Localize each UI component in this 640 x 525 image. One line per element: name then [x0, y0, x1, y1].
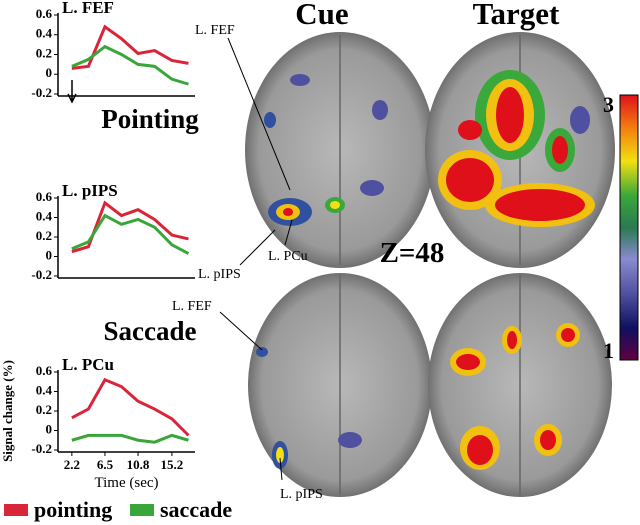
y-tick-label: 0.6 [36, 189, 53, 204]
series-line [71, 377, 190, 437]
x-tick-label: 15.2 [161, 457, 184, 472]
region-label: L. FEF [195, 23, 235, 38]
y-tick-label: -0.2 [31, 85, 52, 100]
row-label: Saccade [104, 316, 197, 346]
y-axis-label: Signal change (%) [0, 360, 15, 462]
y-tick-label: 0.4 [36, 26, 53, 41]
chart-title: L. pIPS [62, 181, 118, 200]
y-tick-label: 0.6 [36, 363, 53, 378]
series-line [71, 44, 189, 86]
y-tick-label: 0 [46, 421, 53, 436]
y-tick-label: 0.4 [36, 382, 53, 397]
y-tick-label: 0.2 [36, 228, 52, 243]
slice-label: Z=48 [380, 237, 445, 269]
y-tick-label: 0 [46, 65, 53, 80]
region-label: L. FEF [172, 299, 212, 314]
series-line [71, 433, 189, 444]
y-tick-label: 0 [46, 247, 53, 262]
legend-swatch [130, 504, 154, 516]
series-line [71, 213, 190, 255]
activation-blobs [256, 70, 595, 470]
x-tick-label: 10.8 [127, 457, 150, 472]
legend-label: pointing [34, 497, 112, 522]
y-tick-label: -0.2 [31, 441, 52, 456]
row-label: Pointing [101, 104, 199, 134]
y-tick-label: 0.2 [36, 45, 52, 60]
column-label: Target [473, 0, 560, 31]
legend-swatch [4, 504, 28, 516]
leader-lines [219, 37, 293, 481]
column-label: Cue [295, 0, 348, 31]
chart-title: L. PCu [62, 355, 114, 374]
series-line [71, 24, 189, 70]
colorbar-label: 1 [603, 338, 614, 363]
colorbar-label: 3 [603, 92, 614, 117]
region-label: L. PCu [268, 249, 308, 264]
brain-images [245, 32, 639, 497]
y-tick-label: 0.6 [36, 6, 53, 21]
y-tick-label: -0.2 [31, 267, 52, 282]
x-tick-label: 6.5 [97, 457, 114, 472]
region-label: L. pIPS [198, 267, 241, 282]
region-label: L. pIPS [280, 487, 323, 502]
y-tick-label: 0.2 [36, 402, 52, 417]
legend-label: saccade [160, 497, 232, 522]
y-tick-label: 0.4 [36, 208, 53, 223]
x-tick-label: 2.2 [64, 457, 80, 472]
chart-title: L. FEF [62, 0, 114, 17]
onset-arrow [67, 80, 77, 104]
colorbar [619, 94, 639, 361]
x-axis-label: Time (sec) [94, 475, 158, 491]
